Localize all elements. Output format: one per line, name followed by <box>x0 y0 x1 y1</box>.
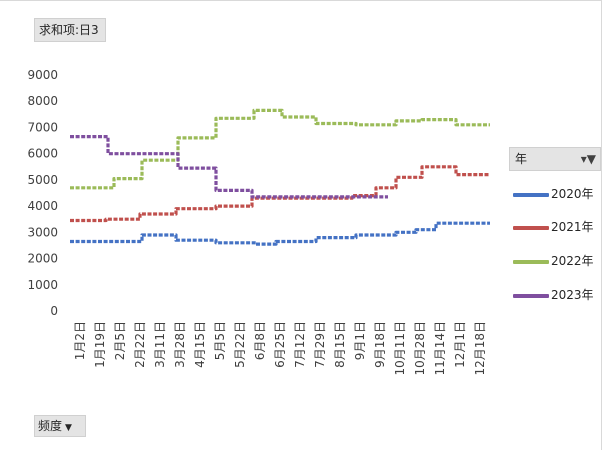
y-tick-label: 1000 <box>27 278 58 292</box>
x-tick-label: 8月15日 <box>333 321 347 368</box>
x-tick-label: 1月19日 <box>93 321 107 368</box>
legend-swatch <box>513 225 549 230</box>
x-tick-label: 6月25日 <box>273 321 287 368</box>
legend-item-2020[interactable]: 2020年 <box>513 186 594 202</box>
x-tick-label: 10月11日 <box>393 321 407 376</box>
legend-swatch <box>513 192 549 197</box>
legend-item-2021[interactable]: 2021年 <box>513 219 594 235</box>
axis-field-button[interactable]: 频度 ▼ <box>34 415 86 437</box>
legend-item-2023[interactable]: 2023年 <box>513 287 594 303</box>
dropdown-arrow-icon: ▼ <box>65 423 72 433</box>
value-field-button[interactable]: 求和项:日3 <box>34 18 106 42</box>
y-tick-label: 3000 <box>27 225 58 239</box>
y-tick-label: 5000 <box>27 173 58 187</box>
legend-item-2022[interactable]: 2022年 <box>513 253 594 269</box>
x-tick-label: 11月14日 <box>433 321 447 376</box>
x-tick-label: 7月29日 <box>313 321 327 368</box>
y-tick-label: 4000 <box>27 199 58 213</box>
filter-dropdown-icon[interactable]: ▾▼ <box>580 152 596 166</box>
x-tick-label: 3月11日 <box>153 321 167 368</box>
x-tick-label: 2月22日 <box>133 321 147 368</box>
legend-label: 2022年 <box>551 254 594 268</box>
legend-swatch <box>513 293 549 298</box>
x-axis: 1月2日 1月19日 2月5日 2月22日 3月11日 3月28日 4月15日 5月5日 5月2… <box>73 321 487 376</box>
x-tick-label: 6月8日 <box>253 321 267 360</box>
series-line-2023年 <box>70 135 388 199</box>
y-tick-label: 8000 <box>27 94 58 108</box>
legend-field-button[interactable]: 年 ▾▼ <box>509 147 601 171</box>
x-tick-label: 10月28日 <box>413 321 427 376</box>
legend-title: 年 <box>515 152 528 166</box>
y-axis: 0 1000 2000 3000 4000 5000 6000 7000 8000 9000 <box>27 68 58 318</box>
legend-label: 2021年 <box>551 220 594 234</box>
legend-swatch <box>513 259 549 264</box>
series-line-2021年 <box>70 165 490 223</box>
legend-label: 2023年 <box>551 288 594 302</box>
y-tick-label: 0 <box>50 304 58 318</box>
x-tick-label: 12月18日 <box>473 321 487 376</box>
x-tick-label: 3月28日 <box>173 321 187 368</box>
x-tick-label: 9月18日 <box>373 321 387 368</box>
series-line-2020年 <box>70 221 490 246</box>
y-tick-label: 2000 <box>27 252 58 266</box>
x-tick-label: 4月15日 <box>193 321 207 368</box>
plot-area <box>70 108 490 246</box>
x-tick-label: 5月5日 <box>213 321 227 360</box>
y-tick-label: 6000 <box>27 147 58 161</box>
x-tick-label: 2月5日 <box>113 321 127 360</box>
x-tick-label: 12月1日 <box>453 321 467 368</box>
x-tick-label: 1月2日 <box>73 321 87 360</box>
x-tick-label: 7月12日 <box>293 321 307 368</box>
axis-field-label: 频度 <box>38 419 63 433</box>
legend-label: 2020年 <box>551 187 594 201</box>
x-tick-label: 9月1日 <box>353 321 367 360</box>
series-line-2022年 <box>70 108 490 190</box>
y-tick-label: 7000 <box>27 120 58 134</box>
x-tick-label: 5月22日 <box>233 321 247 368</box>
y-tick-label: 9000 <box>27 68 58 82</box>
